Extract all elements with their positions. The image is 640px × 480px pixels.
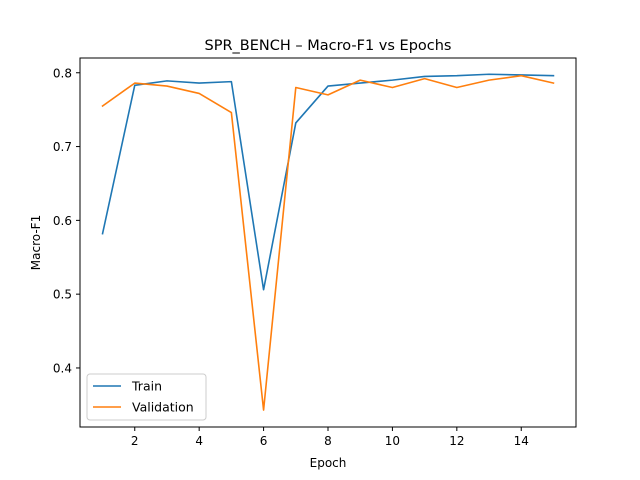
y-axis-ticks: 0.4 0.5 0.6 0.7 0.8 [53, 66, 80, 375]
y-axis-label: Macro-F1 [29, 215, 43, 270]
data-point-validation-14 [520, 75, 522, 77]
data-point-train-6 [263, 289, 265, 291]
data-point-validation-5 [231, 112, 233, 114]
data-point-train-11 [424, 76, 426, 78]
chart-title: SPR_BENCH – Macro-F1 vs Epochs [205, 38, 452, 54]
data-point-train-13 [488, 73, 490, 75]
data-point-train-9 [359, 82, 361, 84]
data-point-train-10 [392, 79, 394, 81]
legend: Train Validation [86, 373, 207, 421]
data-point-validation-15 [553, 82, 555, 84]
data-point-train-4 [198, 82, 200, 84]
legend-label-train: Train [131, 379, 162, 394]
y-tick-label-0-5: 0.5 [53, 288, 72, 302]
data-point-validation-7 [295, 87, 297, 89]
y-tick-label-0-6: 0.6 [53, 214, 72, 228]
data-point-validation-10 [392, 87, 394, 89]
data-point-validation-6 [263, 409, 265, 411]
x-tick-label-14: 14 [514, 434, 529, 448]
data-point-train-3 [166, 80, 168, 82]
y-tick-label-0-8: 0.8 [53, 66, 72, 80]
data-point-validation-13 [488, 79, 490, 81]
data-point-train-2 [134, 85, 136, 87]
y-tick-label-0-4: 0.4 [53, 361, 72, 375]
data-point-train-5 [231, 81, 233, 83]
data-point-train-7 [295, 122, 297, 124]
data-point-validation-8 [327, 94, 329, 96]
x-tick-label-6: 6 [260, 434, 268, 448]
data-point-validation-3 [166, 85, 168, 87]
legend-label-validation: Validation [132, 400, 194, 415]
x-axis-label: Epoch [310, 456, 347, 470]
data-point-train-8 [327, 85, 329, 87]
data-point-train-1 [102, 233, 104, 235]
x-axis-ticks: 2 4 6 8 10 12 14 [131, 427, 529, 448]
y-tick-label-0-7: 0.7 [53, 140, 72, 154]
series-layer [101, 73, 555, 411]
data-point-validation-9 [359, 79, 361, 81]
data-point-validation-11 [424, 78, 426, 80]
data-point-validation-1 [102, 105, 104, 107]
x-tick-label-12: 12 [449, 434, 464, 448]
data-point-validation-2 [134, 82, 136, 84]
data-point-validation-4 [198, 93, 200, 95]
data-point-train-15 [553, 75, 555, 77]
plot-area: 2 4 6 8 10 12 14 0.4 0.5 0.6 0.7 0.8 [53, 57, 577, 448]
data-point-validation-12 [456, 87, 458, 89]
x-tick-label-10: 10 [385, 434, 400, 448]
data-point-train-12 [456, 75, 458, 77]
series-line-train [101, 73, 555, 291]
x-tick-label-4: 4 [195, 434, 203, 448]
x-tick-label-2: 2 [131, 434, 139, 448]
x-tick-label-8: 8 [324, 434, 332, 448]
series-line-validation [101, 74, 555, 411]
